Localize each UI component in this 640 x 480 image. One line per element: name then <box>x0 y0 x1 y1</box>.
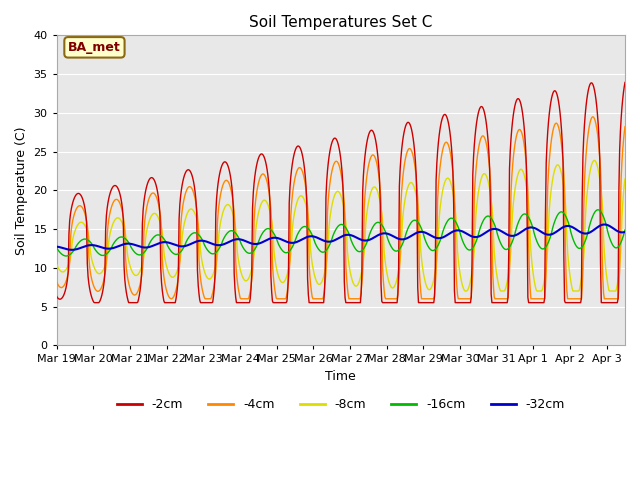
Legend: -2cm, -4cm, -8cm, -16cm, -32cm: -2cm, -4cm, -8cm, -16cm, -32cm <box>111 394 570 417</box>
Y-axis label: Soil Temperature (C): Soil Temperature (C) <box>15 126 28 254</box>
X-axis label: Time: Time <box>326 370 356 383</box>
Text: BA_met: BA_met <box>68 41 121 54</box>
Title: Soil Temperatures Set C: Soil Temperatures Set C <box>249 15 433 30</box>
